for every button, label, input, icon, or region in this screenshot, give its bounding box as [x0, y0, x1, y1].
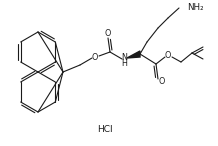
Text: O: O [92, 53, 98, 61]
Text: N: N [121, 53, 127, 61]
Polygon shape [127, 51, 140, 58]
Text: HCl: HCl [97, 126, 113, 134]
Text: O: O [165, 52, 171, 60]
Text: O: O [105, 28, 111, 38]
Text: H: H [121, 60, 127, 68]
Text: NH₂: NH₂ [187, 4, 204, 13]
Text: O: O [159, 78, 165, 86]
